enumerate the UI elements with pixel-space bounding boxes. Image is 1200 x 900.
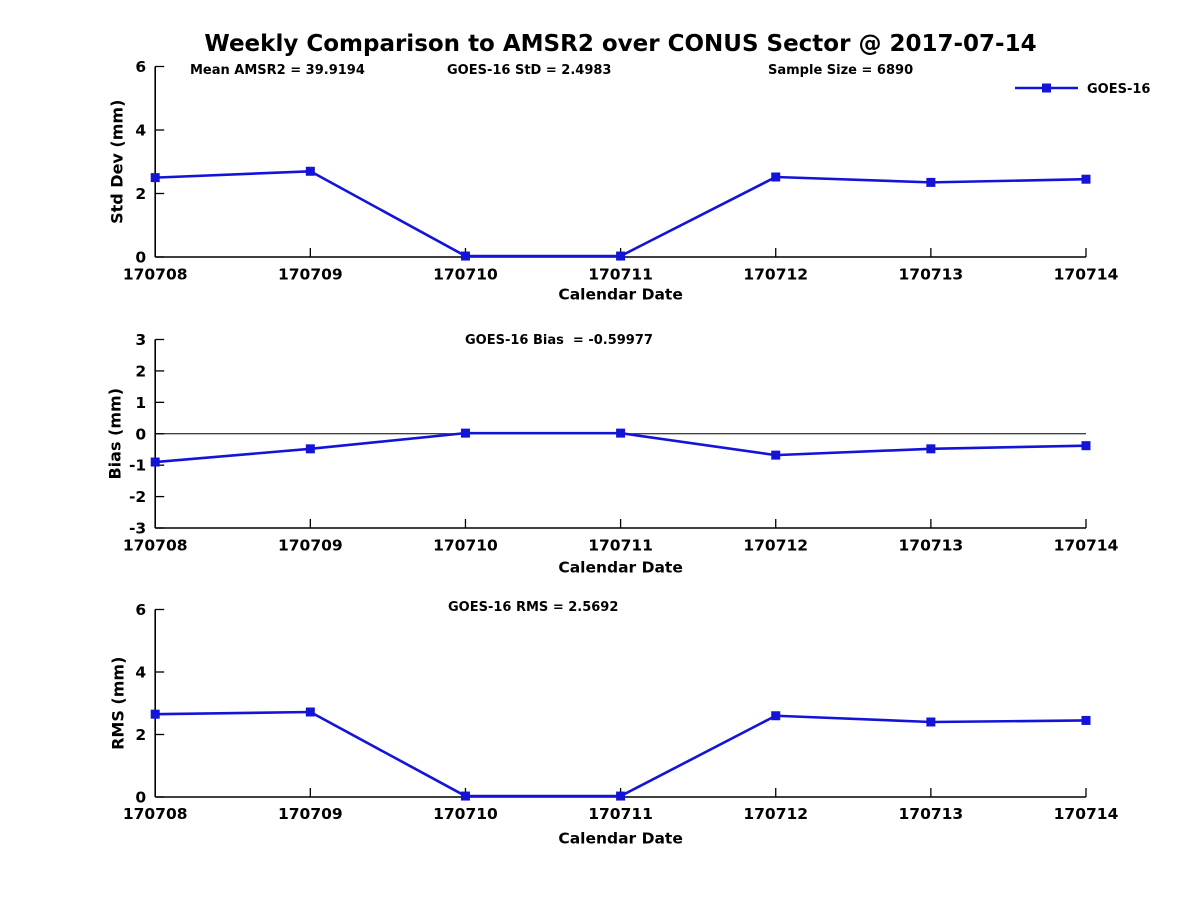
data-point-marker: [460, 428, 470, 438]
data-point-marker: [616, 251, 626, 261]
x-tick-label: 170711: [588, 537, 653, 555]
y-tick-label: 4: [135, 664, 146, 682]
x-tick-label: 170714: [1054, 537, 1119, 555]
y-tick-label: 3: [135, 331, 146, 349]
x-tick-label: 170712: [743, 805, 808, 823]
data-point-marker: [616, 428, 626, 438]
data-point-marker: [305, 166, 315, 176]
x-tick-label: 170708: [123, 805, 188, 823]
figure-title: Weekly Comparison to AMSR2 over CONUS Se…: [204, 31, 1037, 57]
x-tick-label: 170713: [899, 805, 964, 823]
data-point-marker: [150, 173, 160, 183]
y-tick-label: -2: [129, 488, 146, 506]
x-tick-label: 170709: [278, 805, 343, 823]
annotation: Mean AMSR2 = 39.9194: [190, 63, 365, 78]
data-point-marker: [150, 457, 160, 467]
data-point-marker: [926, 444, 936, 454]
data-point-marker: [926, 717, 936, 727]
y-tick-label: 0: [135, 789, 146, 807]
x-tick-label: 170708: [123, 537, 188, 555]
x-tick-label: 170714: [1054, 805, 1119, 823]
data-point-marker: [305, 444, 315, 454]
legend-label: GOES-16: [1087, 82, 1150, 97]
y-tick-label: 4: [135, 122, 146, 140]
y-tick-label: -1: [129, 457, 146, 475]
annotation: Sample Size = 6890: [768, 63, 913, 78]
x-tick-label: 170709: [278, 537, 343, 555]
y-axis-label: RMS (mm): [109, 657, 128, 750]
data-point-marker: [926, 177, 936, 187]
x-tick-label: 170710: [433, 805, 498, 823]
y-tick-label: 0: [135, 249, 146, 267]
x-axis-label: Calendar Date: [558, 559, 683, 577]
data-point-marker: [460, 791, 470, 801]
data-point-marker: [150, 709, 160, 719]
data-point-marker: [771, 450, 781, 460]
x-tick-label: 170711: [588, 805, 653, 823]
legend-marker: [1042, 83, 1051, 93]
y-axis-label: Std Dev (mm): [108, 100, 127, 224]
y-tick-label: 2: [135, 362, 146, 380]
x-tick-label: 170708: [123, 266, 188, 284]
data-point-marker: [1081, 174, 1091, 184]
y-tick-label: 1: [135, 394, 146, 412]
x-tick-label: 170713: [899, 266, 964, 284]
annotation: GOES-16 RMS = 2.5692: [448, 600, 618, 615]
x-axis-label: Calendar Date: [558, 286, 683, 304]
y-tick-label: -3: [129, 520, 146, 538]
x-tick-label: 170713: [899, 537, 964, 555]
data-point-marker: [460, 251, 470, 261]
data-point-marker: [1081, 715, 1091, 725]
x-tick-label: 170710: [433, 266, 498, 284]
x-tick-label: 170710: [433, 537, 498, 555]
annotation: GOES-16 StD = 2.4983: [447, 63, 611, 78]
series-line: [153, 710, 1088, 798]
series-line: [153, 169, 1088, 258]
data-point-marker: [305, 707, 315, 717]
data-point-marker: [771, 172, 781, 182]
y-tick-label: 6: [135, 601, 146, 619]
y-tick-label: 0: [135, 425, 146, 443]
y-tick-label: 6: [135, 58, 146, 76]
data-point-marker: [616, 791, 626, 801]
data-point-marker: [1081, 441, 1091, 451]
x-tick-label: 170712: [743, 537, 808, 555]
data-point-marker: [771, 711, 781, 721]
y-tick-label: 2: [135, 185, 146, 203]
x-tick-label: 170714: [1054, 266, 1119, 284]
x-tick-label: 170709: [278, 266, 343, 284]
x-tick-label: 170711: [588, 266, 653, 284]
y-tick-label: 2: [135, 726, 146, 744]
x-axis-label: Calendar Date: [558, 830, 683, 848]
x-tick-label: 170712: [743, 266, 808, 284]
y-axis-label: Bias (mm): [106, 388, 125, 480]
annotation: GOES-16 Bias = -0.59977: [465, 333, 653, 348]
